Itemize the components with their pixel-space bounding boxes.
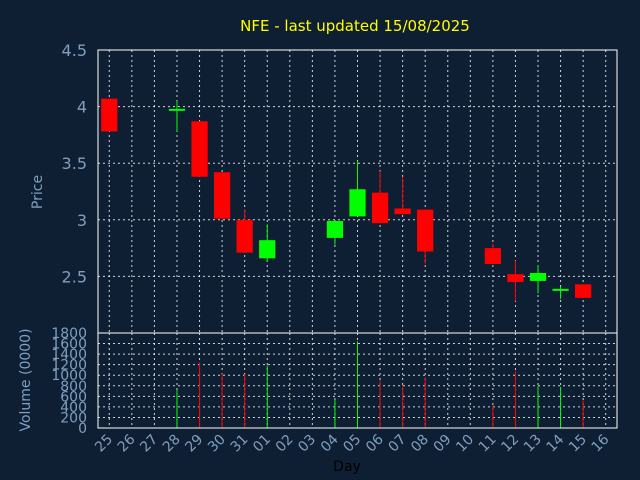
candle-down bbox=[371, 171, 389, 224]
day-tick-label: 27 bbox=[137, 432, 161, 456]
day-tick-label: 04 bbox=[318, 431, 342, 455]
day-tick-label: 03 bbox=[295, 432, 319, 456]
day-tick-label: 08 bbox=[408, 432, 432, 456]
day-tick-label: 12 bbox=[498, 432, 522, 456]
day-tick-label: 26 bbox=[115, 431, 139, 455]
candle-body bbox=[213, 172, 231, 219]
candle-down bbox=[101, 98, 118, 132]
volume-axis-label: Volume (0000) bbox=[18, 328, 34, 431]
volume-tick-label: 1600 bbox=[51, 337, 87, 353]
candle-down bbox=[507, 260, 524, 302]
candle-body bbox=[417, 209, 434, 252]
volume-tick-label: 800 bbox=[60, 379, 87, 395]
volume-tick-label: 1000 bbox=[51, 368, 87, 384]
candle-body bbox=[371, 192, 389, 224]
candle-body bbox=[236, 219, 253, 253]
volume-plot-frame bbox=[97, 332, 618, 429]
volume-tick-label: 400 bbox=[60, 400, 87, 416]
volume-bars bbox=[176, 341, 584, 428]
day-tick-label: 25 bbox=[92, 432, 116, 456]
day-tick-label: 30 bbox=[205, 432, 229, 456]
day-tick-label: 01 bbox=[250, 432, 274, 456]
candle-body bbox=[191, 121, 208, 177]
price-tick-label: 2.5 bbox=[62, 267, 87, 286]
candle-down bbox=[191, 121, 208, 177]
day-tick-label: 05 bbox=[340, 432, 364, 456]
candle-up bbox=[529, 265, 547, 294]
day-tick-label: 06 bbox=[363, 431, 387, 455]
day-tick-label: 16 bbox=[589, 431, 613, 455]
price-tick-label: 3.5 bbox=[62, 154, 87, 173]
candle-up bbox=[349, 160, 366, 217]
volume-tick-label: 1200 bbox=[51, 358, 87, 374]
day-tick-label: 29 bbox=[182, 432, 206, 456]
chart-title: NFE - last updated 15/08/2025 bbox=[240, 17, 470, 35]
candle-body bbox=[101, 98, 118, 132]
day-tick-label: 31 bbox=[228, 432, 252, 456]
plot-frames bbox=[97, 49, 618, 429]
candle-down bbox=[213, 172, 231, 219]
volume-tick-label: 0 bbox=[78, 421, 87, 437]
candle-body bbox=[168, 108, 186, 111]
candle-up bbox=[259, 224, 276, 262]
day-tick-label: 14 bbox=[543, 431, 567, 455]
day-tick-label: 15 bbox=[566, 432, 590, 456]
volume-tick-label: 1400 bbox=[51, 347, 87, 363]
candle-body bbox=[507, 274, 524, 283]
candle-down bbox=[236, 209, 253, 253]
candle-up bbox=[326, 220, 344, 245]
price-tick-label: 4.5 bbox=[62, 41, 87, 60]
volume-tick-label: 200 bbox=[60, 410, 87, 426]
day-tick-labels: 2526272829303101020304050607080910111213… bbox=[92, 431, 612, 455]
candle-down bbox=[417, 209, 434, 264]
candle-body bbox=[575, 284, 592, 298]
day-tick-label: 02 bbox=[273, 432, 297, 456]
candle-up bbox=[168, 100, 186, 132]
candlesticks bbox=[101, 98, 592, 302]
candle-down bbox=[484, 243, 502, 264]
candle-body bbox=[552, 288, 569, 291]
candle-up bbox=[552, 286, 569, 300]
day-tick-label: 09 bbox=[431, 432, 455, 456]
day-tick-label: 10 bbox=[453, 432, 477, 456]
candle-body bbox=[349, 189, 366, 217]
price-tick-label: 3 bbox=[77, 211, 87, 230]
candle-down bbox=[394, 176, 411, 215]
candle-body bbox=[394, 208, 411, 215]
candle-body bbox=[259, 240, 276, 259]
price-tick-labels: 2.5 3 3.5 4 4.5 bbox=[62, 41, 87, 286]
candle-body bbox=[326, 220, 344, 238]
x-axis-label: Day bbox=[333, 459, 361, 475]
volume-tick-label: 1800 bbox=[51, 326, 87, 342]
day-tick-label: 11 bbox=[476, 432, 500, 456]
day-tick-label: 13 bbox=[521, 432, 545, 456]
candle-body bbox=[529, 273, 547, 281]
day-tick-label: 07 bbox=[386, 432, 410, 456]
day-tick-label: 28 bbox=[160, 432, 184, 456]
candle-down bbox=[575, 284, 592, 298]
price-tick-label: 4 bbox=[77, 98, 87, 117]
price-axis-label: Price bbox=[30, 175, 46, 209]
candle-body bbox=[484, 248, 502, 264]
volume-tick-label: 600 bbox=[60, 389, 87, 405]
